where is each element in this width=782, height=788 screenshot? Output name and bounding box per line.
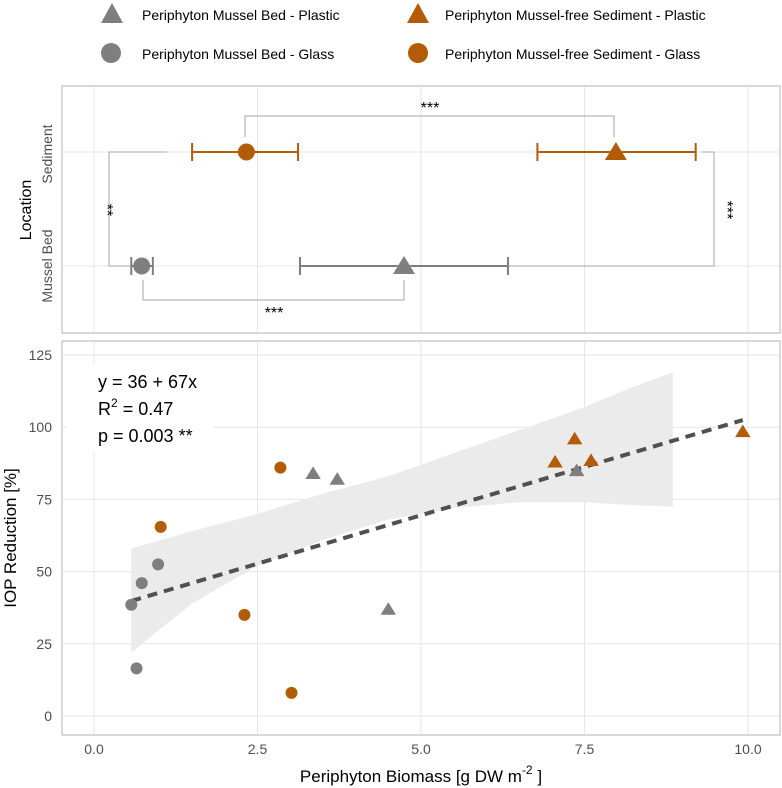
bracket-left	[108, 151, 167, 267]
legend-circle-orange-icon	[408, 43, 428, 63]
legend-label: Periphyton Mussel-free Sediment - Plasti…	[445, 7, 706, 23]
legend-label: Periphyton Mussel-free Sediment - Glass	[445, 46, 700, 62]
data-point-triangle	[568, 463, 585, 477]
bottom-panel: y = 36 + 67x R2 = 0.47 p = 0.003 ** 0.0 2…	[1, 340, 781, 786]
annotation-background	[67, 364, 213, 452]
data-point-circle	[238, 608, 251, 621]
data-point-circle	[135, 577, 148, 590]
regression-line	[130, 418, 744, 603]
y-tick-label: 75	[36, 491, 52, 507]
sig-label-left: **	[98, 204, 115, 216]
bracket-sediment-glass-plastic	[244, 115, 615, 137]
x-tick-label: 2.5	[248, 741, 268, 757]
x-axis-title-sup: -2	[522, 763, 533, 777]
legend-label: Periphyton Mussel Bed - Glass	[142, 46, 334, 62]
bracket-bottom	[142, 280, 405, 301]
top-y-axis-title: Location	[18, 180, 35, 241]
annotation-p-value: p = 0.003 **	[98, 426, 193, 446]
top-panel: *** ** *** *** Sediment Mussel Bed Locat…	[18, 85, 781, 334]
y-tick-labels: 0 25 50 75 100 125	[29, 347, 53, 724]
legend-label: Periphyton Mussel Bed - Plastic	[142, 7, 340, 23]
top-marks	[130, 142, 697, 275]
data-point-triangle	[305, 466, 321, 480]
x-axis-title-end: ]	[533, 767, 542, 786]
annotation-r2-value: = 0.47	[118, 399, 174, 419]
mean-point-triangle	[604, 142, 627, 160]
confidence-band	[131, 372, 673, 653]
data-point-circle	[152, 558, 165, 571]
y-tick-label: 25	[36, 636, 52, 652]
data-point-circle	[130, 662, 143, 675]
x-axis-title: Periphyton Biomass [g DW m-2 ]	[300, 763, 542, 786]
sig-label-top: ***	[421, 100, 440, 117]
legend-triangle-gray-icon	[101, 3, 123, 23]
x-tick-label: 7.5	[575, 741, 595, 757]
data-point-triangle	[583, 453, 599, 467]
annotation-r2: R2 = 0.47	[98, 396, 173, 419]
y-tick-label: 100	[29, 419, 53, 435]
annotation-equation: y = 36 + 67x	[98, 372, 197, 392]
y-axis-title: IOP Reduction [%]	[1, 468, 20, 608]
legend-triangle-orange-icon	[407, 3, 429, 23]
y-tick-label: 125	[29, 347, 53, 363]
annotation-r2-sup: 2	[111, 396, 118, 410]
bottom-marks	[125, 424, 751, 699]
bottom-panel-frame	[61, 340, 781, 736]
data-point-circle	[154, 520, 167, 533]
y-tick-label: 50	[36, 564, 52, 580]
legend: Periphyton Mussel Bed - Plastic Periphyt…	[101, 3, 706, 63]
data-point-triangle	[329, 472, 345, 485]
data-point-circle	[285, 686, 298, 699]
ytick-label-sediment: Sediment	[39, 124, 55, 183]
top-panel-frame	[61, 85, 781, 334]
ytick-label-mussel-bed: Mussel Bed	[39, 229, 55, 302]
significance-brackets: *** ** *** ***	[98, 100, 735, 322]
x-tick-label: 0.0	[84, 741, 104, 757]
mean-point-circle	[133, 257, 151, 275]
bracket-right	[507, 151, 715, 267]
sig-label-bottom: ***	[265, 305, 284, 322]
data-point-triangle	[566, 431, 583, 445]
x-tick-labels: 0.0 2.5 5.0 7.5 10.0	[84, 741, 762, 757]
y-tick-label: 0	[44, 708, 52, 724]
data-point-triangle	[547, 454, 563, 468]
fit-annotation: y = 36 + 67x R2 = 0.47 p = 0.003 **	[98, 372, 197, 446]
sig-label-right: ***	[718, 201, 735, 220]
top-grid	[63, 87, 779, 332]
data-point-circle	[125, 598, 138, 611]
x-tick-label: 5.0	[411, 741, 431, 757]
annotation-r2-prefix: R	[98, 399, 111, 419]
legend-circle-gray-icon	[101, 43, 121, 63]
data-point-triangle	[380, 602, 396, 615]
mean-point-triangle	[392, 256, 415, 274]
x-tick-label: 10.0	[734, 741, 761, 757]
data-point-triangle	[735, 424, 751, 438]
data-point-circle	[274, 461, 287, 474]
x-axis-title-main: Periphyton Biomass [g DW m	[300, 767, 522, 786]
mean-point-circle	[237, 143, 255, 161]
